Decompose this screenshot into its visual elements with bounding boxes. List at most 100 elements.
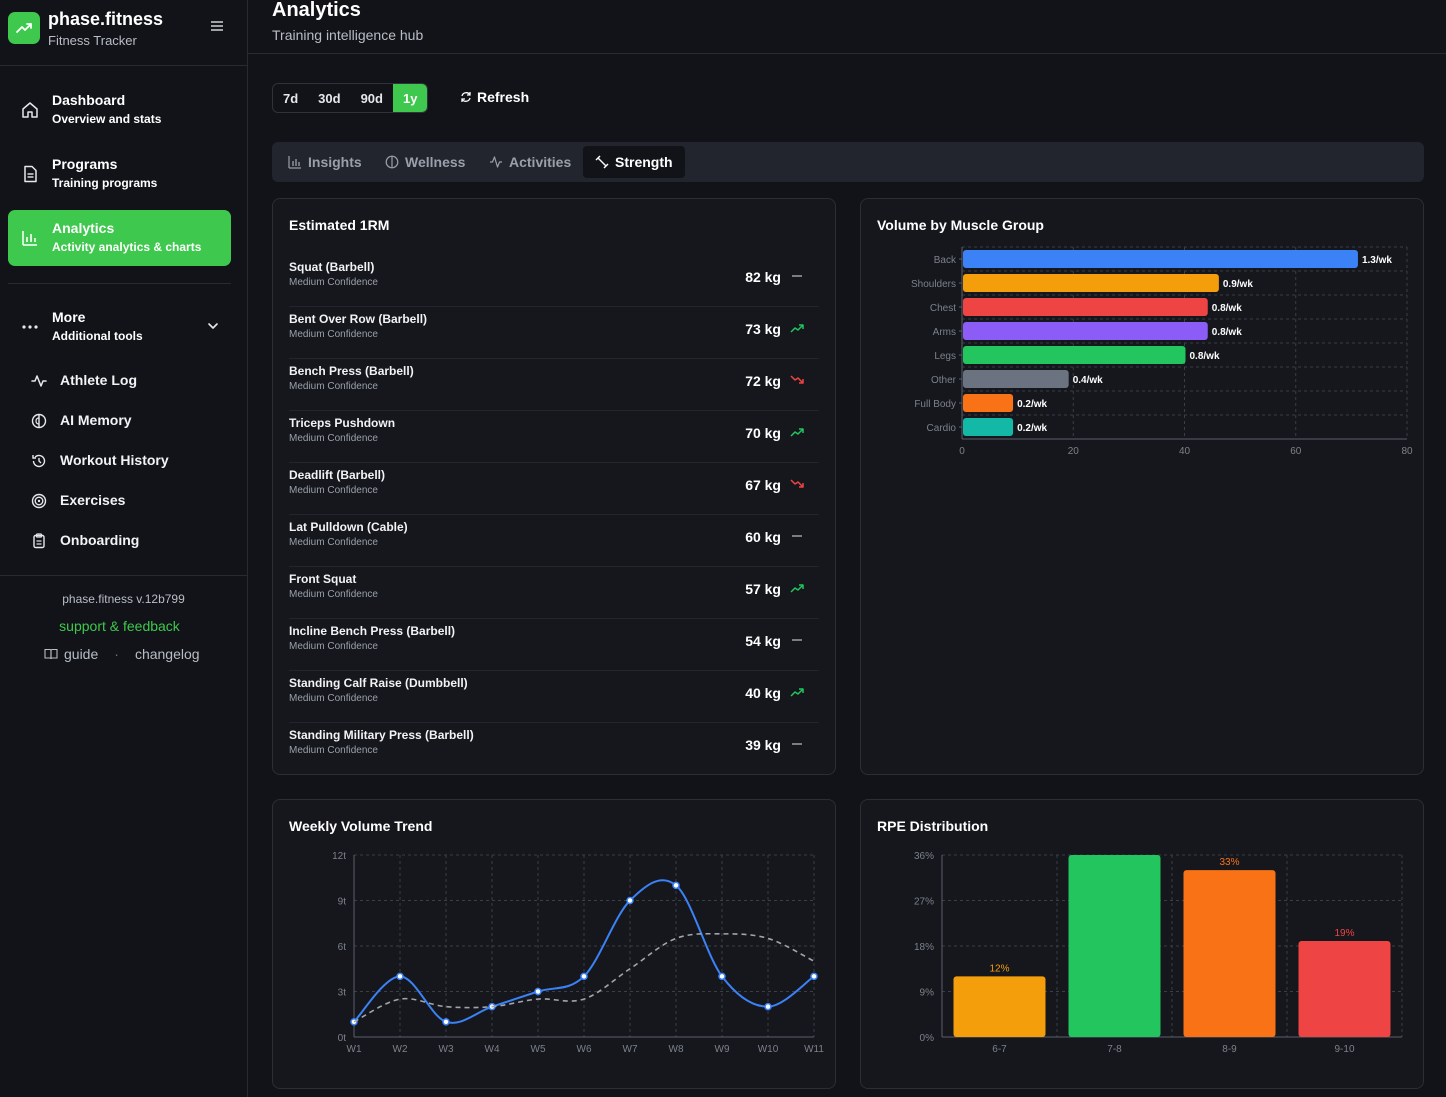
confidence-label: Medium Confidence [289,329,378,340]
exercise-name: Triceps Pushdown [289,416,396,430]
bar[interactable] [1068,855,1161,1037]
x-tick-label: W9 [715,1044,730,1055]
confidence-label: Medium Confidence [289,641,378,652]
bar[interactable] [963,274,1219,292]
target-icon [30,492,48,510]
bar[interactable] [963,250,1358,268]
exercise-name: Squat (Barbell) [289,260,375,274]
bar-value-label: 0.8/wk [1212,327,1242,338]
category-label: Cardio [927,423,957,434]
range-selector: 7d 30d 90d 1y [272,83,429,113]
bar[interactable] [963,394,1014,412]
rm-row[interactable]: Incline Bench Press (Barbell) Medium Conf… [289,619,819,671]
y-tick-label: 9% [920,988,935,999]
range-30d-button[interactable]: 30d [318,90,341,106]
range-1y-button[interactable]: 1y [392,84,428,112]
sidebar: phase.fitness Fitness Tracker Dashboard … [0,0,248,1097]
exercise-name: Front Squat [289,572,357,586]
version-label: phase.fitness v.12b799 [62,592,185,606]
bar[interactable] [1298,940,1391,1037]
card-title: Weekly Volume Trend [289,818,433,834]
category-label: Other [931,375,957,386]
tab-strength[interactable]: Strength [583,146,685,178]
rm-row[interactable]: Triceps Pushdown Medium Confidence 70 kg [289,411,819,463]
data-point[interactable] [718,972,726,981]
rm-row[interactable]: Front Squat Medium Confidence 57 kg [289,567,819,619]
volume-by-muscle-card: Volume by Muscle Group 0 20 40 60 80 Back 1.3/… [860,198,1424,775]
card-title: Estimated 1RM [289,217,390,233]
brand[interactable]: phase.fitness Fitness Tracker [8,9,240,49]
bar-value-label: 0.8/wk [1212,303,1242,314]
data-point[interactable] [442,1018,450,1026]
bar-value-label: 33% [1219,857,1239,868]
sidebar-item-label: AI Memory [60,412,132,428]
nav-item-programs[interactable]: Programs Training programs [8,146,231,202]
bar[interactable] [963,322,1208,340]
weekly-volume-card: Weekly Volume Trend 0t 3t 6t 9t 12t W1 W2 W3 W4 W… [272,799,836,1089]
divider [248,53,1446,54]
rm-row[interactable]: Bent Over Row (Barbell) Medium Confidence… [289,307,819,359]
tab-label: Wellness [405,154,466,170]
rm-row[interactable]: Lat Pulldown (Cable) Medium Confidence 60 … [289,515,819,567]
data-point[interactable] [350,1018,358,1026]
sidebar-item-label: Exercises [60,492,126,508]
range-90d-button[interactable]: 90d [360,90,383,106]
trend-up-icon [790,324,804,333]
rpe-bar-chart: 0% 9% 18% 27% 36% 6-7 12% 7-8 8-9 33% 9-10 19% [914,851,1403,1055]
sidebar-item-ai-memory[interactable]: AI Memory [24,406,224,436]
support-link[interactable]: support & feedback [59,618,180,634]
y-tick-label: 27% [914,897,934,908]
rm-row[interactable]: Deadlift (Barbell) Medium Confidence 67 kg [289,463,819,515]
guide-link[interactable]: guide [64,646,99,662]
rm-row[interactable]: Bench Press (Barbell) Medium Confidence 72… [289,359,819,411]
minus-icon [792,275,802,277]
bar[interactable] [963,418,1014,436]
bar-chart-icon [20,228,40,248]
data-point[interactable] [396,972,404,981]
rm-row[interactable]: Standing Military Press (Barbell) Medium … [289,723,819,775]
bar[interactable] [963,298,1208,316]
brand-subtitle: Fitness Tracker [48,33,137,48]
sidebar-item-onboarding[interactable]: Onboarding [24,526,224,556]
sidebar-item-athlete-log[interactable]: Athlete Log [24,366,224,396]
range-7d-button[interactable]: 7d [283,90,299,106]
nav-subtitle: Overview and stats [52,112,162,126]
bar[interactable] [953,976,1046,1037]
data-point[interactable] [810,972,818,981]
menu-icon[interactable] [208,17,226,35]
activity-icon [490,156,502,168]
data-point[interactable] [626,896,634,905]
bar[interactable] [963,346,1186,364]
exercise-name: Bent Over Row (Barbell) [289,312,428,326]
rm-row[interactable]: Standing Calf Raise (Dumbbell) Medium Con… [289,671,819,723]
x-tick-label: 7-8 [1107,1044,1122,1055]
rm-value: 73 kg [745,321,781,337]
data-point[interactable] [672,881,680,890]
data-point[interactable] [534,987,542,996]
sidebar-item-workout-history[interactable]: Workout History [24,446,224,476]
bar[interactable] [963,370,1069,388]
analytics-tabs: Insights Wellness Activities Strength [272,142,1424,182]
tab-insights[interactable]: Insights [276,146,374,178]
bar-value-label: 1.3/wk [1362,255,1392,266]
tab-wellness[interactable]: Wellness [373,146,477,178]
document-icon [20,164,40,184]
history-icon [30,452,48,470]
nav-item-more[interactable]: More Additional tools [8,299,231,355]
sidebar-item-exercises[interactable]: Exercises [24,486,224,516]
tab-activities[interactable]: Activities [477,146,583,178]
nav-item-analytics[interactable]: Analytics Activity analytics & charts [8,210,231,266]
exercise-name: Bench Press (Barbell) [289,364,414,378]
x-tick-label: W2 [393,1044,408,1055]
nav-item-dashboard[interactable]: Dashboard Overview and stats [8,82,231,138]
bar[interactable] [1183,870,1276,1037]
data-point[interactable] [764,1002,772,1011]
bar-value-label: 19% [1334,928,1354,939]
rm-row[interactable]: Squat (Barbell) Medium Confidence 82 kg [289,255,819,307]
changelog-link[interactable]: changelog [134,646,200,662]
tab-label: Activities [509,154,572,170]
chevron-down-icon[interactable] [207,319,219,337]
confidence-label: Medium Confidence [289,745,378,756]
data-point[interactable] [580,972,588,981]
refresh-button[interactable]: Refresh [460,89,529,105]
